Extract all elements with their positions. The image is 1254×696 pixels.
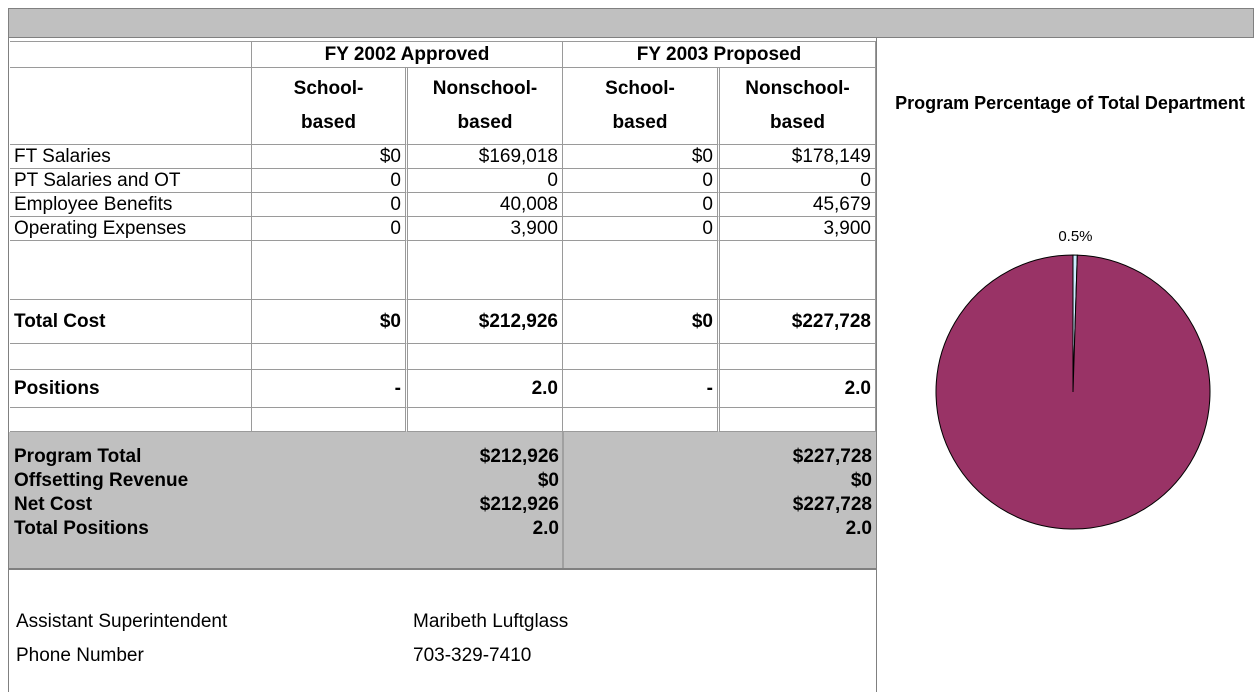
group-header: FY 2003 Proposed [563, 42, 876, 68]
contact-label: Phone Number [16, 645, 144, 666]
value-cell: 2.0 [408, 370, 563, 408]
contact-value: 703-329-7410 [413, 645, 532, 666]
contact-value: Maribeth Luftglass [413, 611, 569, 632]
top-rule [10, 38, 876, 42]
pane-border [876, 38, 877, 692]
blank-cell [10, 344, 252, 370]
blank-cell [10, 241, 252, 300]
header-line: Nonschool- [432, 78, 538, 99]
value-cell: $169,018 [408, 145, 563, 169]
value-cell: 0 [252, 169, 408, 193]
summary-label: Total Positions [14, 518, 149, 539]
column-header: School-based [563, 68, 720, 145]
value-cell: - [252, 370, 408, 408]
value-cell: 3,900 [720, 217, 876, 241]
header-line: based [770, 112, 825, 133]
header-line: Nonschool- [745, 78, 850, 99]
header-line: based [457, 112, 513, 133]
blank-cell [563, 408, 720, 432]
summary-value: $227,728 [792, 494, 872, 515]
blank-cell [720, 408, 876, 432]
summary-value: $0 [850, 470, 872, 491]
summary-value: $227,728 [792, 446, 872, 467]
summary-value: $212,926 [479, 494, 559, 515]
column-header: Nonschool-based [408, 68, 563, 145]
blank-cell [408, 344, 563, 370]
value-cell: $0 [563, 145, 720, 169]
value-cell: 0 [563, 217, 720, 241]
blank-cell [10, 42, 252, 68]
header-line: School- [605, 78, 675, 99]
summary-value: $0 [537, 470, 559, 491]
pie-chart: 0.5% [935, 228, 1211, 530]
summary-value: $212,926 [479, 446, 559, 467]
value-cell: 0 [563, 169, 720, 193]
value-cell: $0 [563, 300, 720, 344]
pie-slice [935, 254, 1211, 530]
header-line: School- [293, 78, 364, 99]
value-cell: 0 [563, 193, 720, 217]
top-bar [8, 8, 1254, 38]
blank-cell [563, 241, 720, 300]
summary-value: 2.0 [845, 518, 872, 539]
blank-cell [252, 408, 408, 432]
contact-label: Assistant Superintendent [16, 611, 228, 632]
blank-cell [408, 241, 563, 300]
blank-cell [252, 241, 408, 300]
value-cell: 0 [252, 217, 408, 241]
column-header: Nonschool-based [720, 68, 876, 145]
blank-cell [408, 408, 563, 432]
row-label: Employee Benefits [10, 193, 252, 217]
value-cell: $227,728 [720, 300, 876, 344]
blank-cell [10, 68, 252, 145]
header-line: based [301, 112, 356, 133]
blank-cell [252, 344, 408, 370]
slice-label: 0.5% [1058, 228, 1092, 245]
value-cell: $0 [252, 300, 408, 344]
summary-block [9, 432, 876, 570]
summary-label: Net Cost [14, 494, 93, 515]
value-cell: $0 [252, 145, 408, 169]
value-cell: 45,679 [720, 193, 876, 217]
value-cell: - [563, 370, 720, 408]
value-cell: 0 [408, 169, 563, 193]
blank-cell [720, 241, 876, 300]
value-cell: 40,008 [408, 193, 563, 217]
row-label: Positions [10, 370, 252, 408]
row-label: FT Salaries [10, 145, 252, 169]
value-cell: 0 [720, 169, 876, 193]
blank-cell [563, 344, 720, 370]
value-cell: $178,149 [720, 145, 876, 169]
blank-cell [720, 344, 876, 370]
row-label: Total Cost [10, 300, 252, 344]
summary-divider [562, 432, 564, 568]
summary-label: Program Total [14, 446, 142, 467]
value-cell: 2.0 [720, 370, 876, 408]
group-header: FY 2002 Approved [252, 42, 563, 68]
summary-label: Offsetting Revenue [14, 470, 189, 491]
left-border [8, 38, 9, 692]
summary-value: 2.0 [532, 518, 559, 539]
row-label: PT Salaries and OT [10, 169, 252, 193]
row-label: Operating Expenses [10, 217, 252, 241]
chart-title: Program Percentage of Total Department [895, 93, 1245, 113]
header-line: based [612, 112, 668, 133]
blank-cell [10, 408, 252, 432]
column-header: School-based [252, 68, 408, 145]
value-cell: $212,926 [408, 300, 563, 344]
value-cell: 3,900 [408, 217, 563, 241]
value-cell: 0 [252, 193, 408, 217]
